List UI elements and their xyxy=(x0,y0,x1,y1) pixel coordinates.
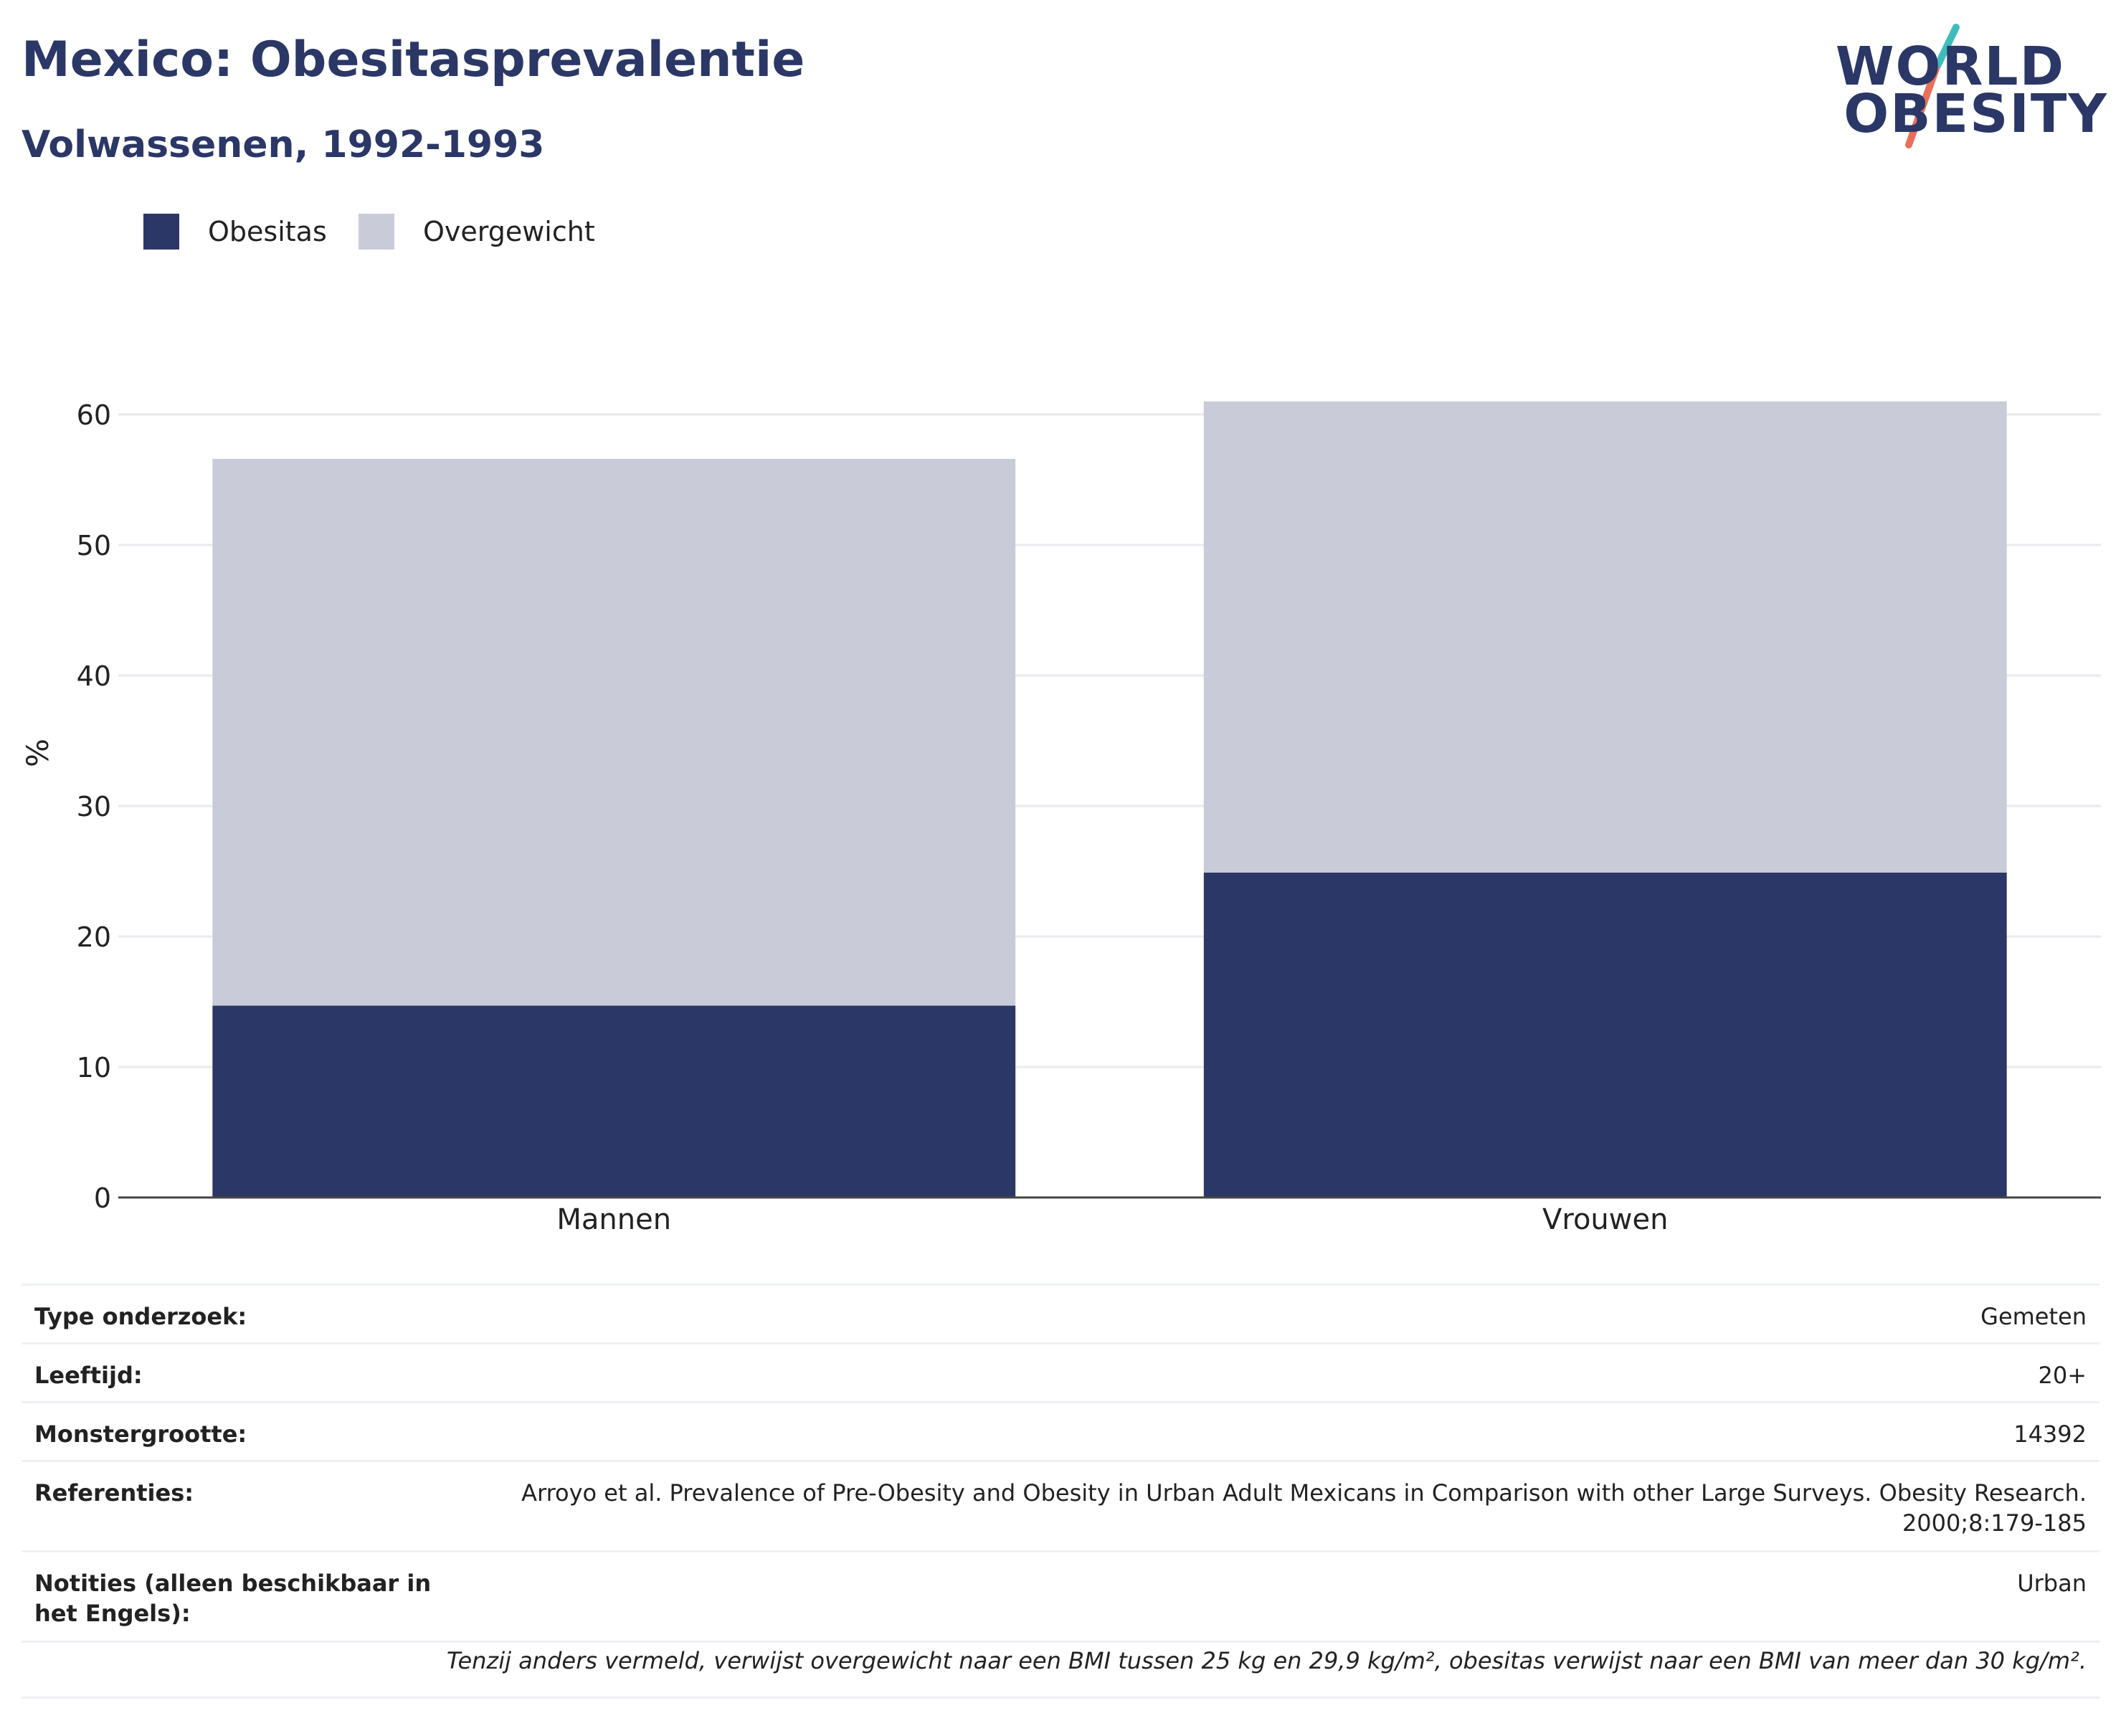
logo-word-world: WORLD xyxy=(1835,36,2065,98)
logo-word-obesity: OBESITY xyxy=(1844,83,2108,145)
bar-vrouwen-obesitas xyxy=(1203,872,2007,1197)
info-row-notes: Notities (alleen beschikbaar in het Enge… xyxy=(22,1550,2099,1643)
legend-label-overgewicht: Overgewicht xyxy=(423,216,595,247)
x-tick-label-vrouwen: Vrouwen xyxy=(1542,1203,1668,1236)
y-tick-label-30: 30 xyxy=(77,791,111,822)
info-value-sample-size: 14392 xyxy=(2013,1420,2087,1448)
legend-item-obesitas[interactable]: Obesitas xyxy=(143,214,327,250)
y-tick-label-0: 0 xyxy=(94,1182,111,1214)
info-value-type: Gemeten xyxy=(1980,1303,2087,1330)
info-value-references: Arroyo et al. Prevalence of Pre-Obesity … xyxy=(521,1479,2087,1537)
info-row-references: Referenties: Arroyo et al. Prevalence of… xyxy=(22,1460,2099,1552)
info-divider xyxy=(22,1641,2099,1644)
x-tick-label-mannen: Mannen xyxy=(556,1203,671,1236)
info-value-age: 20+ xyxy=(2038,1362,2087,1389)
y-tick-label-60: 60 xyxy=(77,399,111,431)
legend-swatch-overgewicht xyxy=(359,214,394,250)
y-tick-label-40: 40 xyxy=(77,660,111,692)
info-row-type: Type onderzoek: Gemeten xyxy=(22,1284,2099,1344)
footer-divider xyxy=(22,1697,2099,1699)
info-key-age: Leeftijd: xyxy=(34,1362,143,1389)
definition-footnote: Tenzij anders vermeld, verwijst overgewi… xyxy=(446,1647,2087,1674)
stacked-bar-chart: 0 10 20 30 40 50 60 Mannen Vrouwen xyxy=(77,399,2101,1236)
logo-slash-icon xyxy=(1905,24,1960,148)
chart-title: Mexico: Obesitasprevalentie xyxy=(22,32,805,88)
info-row-sample-size: Monstergrootte: 14392 xyxy=(22,1401,2099,1462)
info-value-notes: Urban xyxy=(2017,1570,2087,1597)
info-row-age: Leeftijd: 20+ xyxy=(22,1342,2099,1403)
info-key-references: Referenties: xyxy=(34,1479,194,1507)
info-key-notes: Notities (alleen beschikbaar in het Enge… xyxy=(34,1570,432,1627)
y-tick-label-20: 20 xyxy=(77,921,111,953)
bar-mannen-overgewicht xyxy=(212,458,1016,1006)
y-tick-label-10: 10 xyxy=(77,1052,111,1083)
chart-subtitle: Volwassenen, 1992-1993 xyxy=(22,123,545,166)
legend-swatch-obesitas xyxy=(143,214,179,250)
bar-mannen-obesitas xyxy=(212,1005,1016,1197)
y-tick-label-50: 50 xyxy=(77,530,111,561)
info-key-sample-size: Monstergrootte: xyxy=(34,1420,247,1448)
bar-vrouwen-overgewicht xyxy=(1203,401,2007,873)
world-obesity-logo: WORLD OBESITY xyxy=(1836,22,2108,151)
info-key-type: Type onderzoek: xyxy=(34,1303,247,1330)
legend-item-overgewicht[interactable]: Overgewicht xyxy=(359,214,595,250)
legend-label-obesitas: Obesitas xyxy=(208,216,327,247)
